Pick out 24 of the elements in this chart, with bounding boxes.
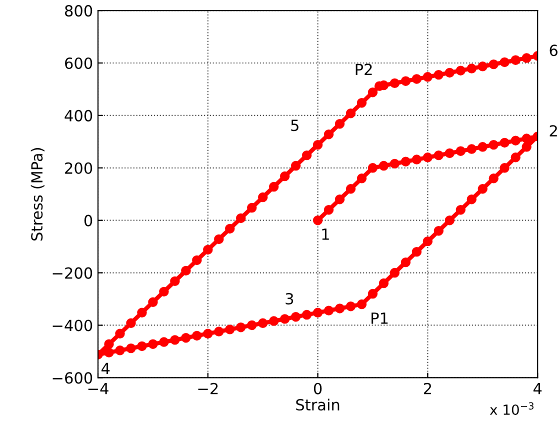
y-tick-label: 0 [84, 214, 92, 226]
x-tick-label: 0 [314, 382, 322, 394]
y-tick-label: 400 [64, 110, 92, 122]
y-tick-label: 800 [65, 5, 92, 17]
annotation: 1 [322, 228, 329, 240]
y-tick-label: −600 [52, 372, 92, 384]
annotation: P1 [372, 312, 388, 324]
annotation: P2 [356, 64, 372, 75]
text: x 10$^{−3}$ [490, 402, 534, 415]
x-axis-title: Strain [296, 398, 340, 411]
y-tick-label: −200 [52, 267, 92, 279]
x-tick-label: −2 [198, 382, 218, 394]
annotation: 5 [291, 120, 298, 132]
y-axis-title: Stress (MPa) [30, 148, 44, 241]
y-tick-label: −400 [52, 320, 92, 332]
annotation: 3 [286, 292, 294, 305]
annotation: 2 [550, 125, 557, 136]
y-tick-label: 200 [65, 162, 92, 174]
annotation: 6 [550, 44, 558, 56]
annotation: 4 [102, 362, 110, 374]
y-tick-label: 600 [65, 57, 92, 70]
x-tick-label: 2 [424, 382, 432, 394]
x-tick-label: 4 [533, 383, 542, 394]
x-tick-label: −4 [88, 383, 108, 394]
